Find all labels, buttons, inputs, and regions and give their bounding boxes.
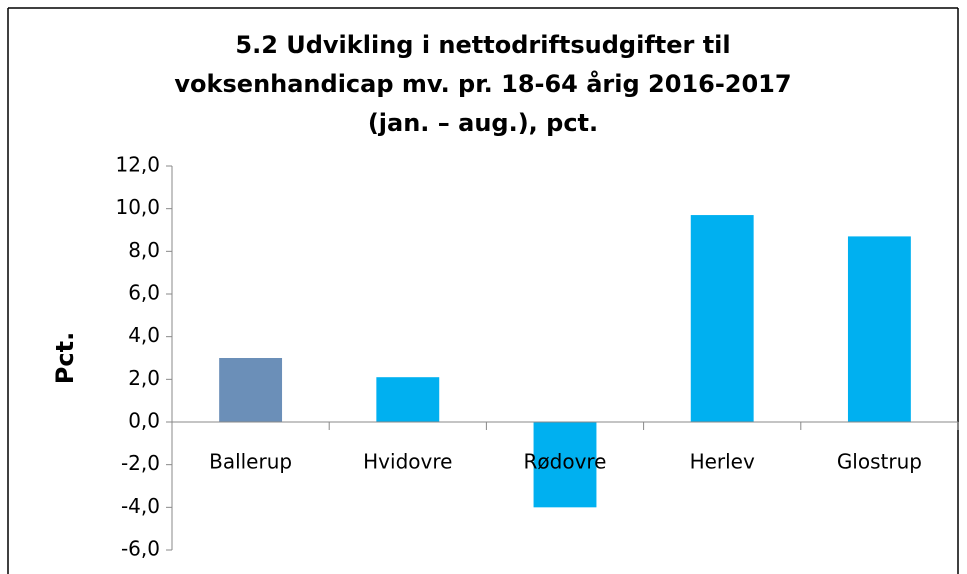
- x-tick-label: Rødovre: [524, 450, 607, 474]
- bar: [847, 236, 911, 422]
- x-tick-label: Herlev: [690, 450, 755, 474]
- y-tick-label: 4,0: [128, 323, 160, 347]
- x-tick-label: Hvidovre: [363, 450, 452, 474]
- chart-title: voksenhandicap mv. pr. 18-64 årig 2016-2…: [174, 69, 791, 98]
- chart-title: (jan. – aug.), pct.: [368, 109, 598, 137]
- y-tick-label: 8,0: [128, 238, 160, 262]
- bar: [219, 358, 283, 422]
- bar: [533, 422, 597, 508]
- y-tick-label: 12,0: [115, 153, 160, 177]
- x-tick-label: Glostrup: [837, 450, 922, 474]
- y-tick-label: -2,0: [121, 451, 160, 475]
- bar: [376, 377, 440, 422]
- frame: [7, 7, 959, 574]
- y-tick-label: 2,0: [128, 366, 160, 390]
- bar: [690, 215, 754, 422]
- y-tick-label: 0,0: [128, 409, 160, 433]
- y-axis-label: Pct.: [51, 332, 79, 384]
- chart-title: 5.2 Udvikling i nettodriftsudgifter til: [235, 31, 730, 59]
- x-tick-label: Ballerup: [209, 450, 292, 474]
- y-tick-label: 6,0: [128, 281, 160, 305]
- y-tick-label: 10,0: [115, 195, 160, 219]
- y-tick-label: -4,0: [121, 494, 160, 518]
- y-tick-label: -6,0: [121, 537, 160, 561]
